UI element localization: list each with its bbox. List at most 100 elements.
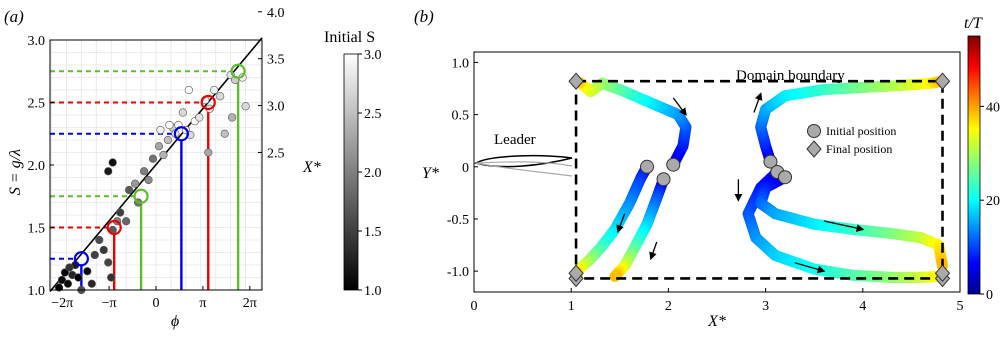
x-tick-label: 3 [762, 299, 769, 314]
scatter-point [66, 264, 74, 272]
y-tick-label: 2.0 [28, 159, 46, 174]
right-y-tick-label: 3.5 [267, 53, 285, 68]
scatter-point [95, 236, 103, 244]
panel-a-y-label: S = g/λ [7, 149, 24, 195]
y-tick-label: 1.0 [452, 56, 470, 71]
scatter-point [100, 246, 108, 254]
scatter-point [204, 149, 212, 157]
scatter-point [166, 121, 174, 129]
y-tick-label: -1.0 [447, 265, 469, 280]
x-tick-label: 5 [957, 299, 964, 314]
panel-b-colorbar-title: t/T [964, 15, 983, 32]
scatter-point [104, 167, 112, 175]
scatter-point [185, 86, 193, 94]
scatter-point [84, 267, 92, 275]
right-y-tick-label: 4.0 [267, 6, 285, 21]
panel-b-colorbar-ticks: 0 20 40 [980, 100, 1000, 303]
colorbar-tick-label: 40 [986, 100, 1000, 115]
legend-final-marker [807, 141, 821, 157]
panel-b-legend: Initial position Final position [807, 124, 896, 157]
scatter-point [195, 114, 203, 122]
colorbar-tick-label: 2.0 [364, 166, 382, 181]
leader-label: Leader [494, 132, 536, 148]
scatter-point [140, 167, 148, 175]
leader-airfoil [476, 156, 572, 176]
x-tick-label: π [199, 296, 206, 311]
scatter-point [122, 217, 130, 225]
initial-position-marker [667, 158, 680, 171]
panel-a-colorbar-ticks: 1.0 1.5 2.0 2.5 3.0 [358, 48, 382, 299]
x-tick-label: 2π [243, 296, 257, 311]
scatter-point [116, 209, 124, 217]
panel-b-trajectories [576, 81, 942, 278]
y-tick-label: 1.0 [28, 284, 46, 299]
scatter-point [64, 280, 72, 288]
scatter-point [149, 155, 157, 163]
legend-initial-label: Initial position [826, 124, 896, 138]
scatter-point [221, 130, 229, 138]
y-tick-label: 0.5 [452, 109, 470, 124]
x-tick-label: 2 [665, 299, 672, 314]
y-tick-label: 1.5 [28, 222, 46, 237]
scatter-point [242, 102, 250, 110]
scatter-point [125, 186, 133, 194]
scatter-point [157, 126, 165, 134]
scatter-point [210, 86, 218, 94]
x-tick-label: 1 [568, 299, 575, 314]
legend-final-label: Final position [826, 142, 892, 156]
x-tick-label: 0 [471, 299, 478, 314]
initial-position-marker [657, 173, 670, 186]
legend-initial-marker [808, 125, 821, 138]
panel-a-right-y-label: X* [302, 159, 321, 176]
scatter-point [164, 136, 172, 144]
scatter-point [216, 92, 224, 100]
colorbar-tick-label: 1.5 [364, 225, 382, 240]
panel-b-label: (b) [414, 7, 434, 26]
panel-a-colorbar-title: Initial S [324, 29, 375, 46]
x-tick-label: −2π [51, 296, 73, 311]
colorbar-tick-label: 2.5 [364, 107, 382, 122]
initial-position-marker [779, 171, 792, 184]
x-tick-label: 4 [859, 299, 866, 314]
panel-b-direction-arrows [618, 94, 863, 271]
right-y-tick-label: 3.0 [267, 100, 285, 115]
trajectory-segment [615, 275, 616, 276]
direction-arrow [754, 94, 761, 113]
scatter-point [75, 274, 83, 282]
panel-b-x-label: X* [707, 313, 726, 330]
domain-boundary-label: Domain boundary [736, 68, 845, 84]
scatter-point [228, 114, 236, 122]
scatter-point [91, 251, 99, 259]
scatter-point [160, 151, 168, 159]
panel-a-x-label: ϕ [171, 313, 179, 330]
x-tick-label: −π [102, 296, 117, 311]
panel-a-label: (a) [4, 7, 24, 26]
panel-a-colorbar [344, 54, 358, 290]
scatter-point [179, 109, 187, 117]
scatter-point [155, 142, 163, 150]
scatter-point [145, 176, 153, 184]
colorbar-tick-label: 3.0 [364, 48, 382, 63]
panel-b-colorbar [968, 36, 980, 294]
colorbar-tick-label: 1.0 [364, 284, 382, 299]
right-y-tick-label: 2.5 [267, 146, 285, 161]
x-tick-label: 0 [153, 296, 160, 311]
colorbar-tick-label: 0 [986, 288, 993, 303]
panel-b-chart: Leader Domain boundary Initial position … [422, 15, 1000, 330]
direction-arrow [651, 242, 657, 259]
scatter-point [107, 274, 115, 282]
y-tick-label: -0.5 [447, 213, 469, 228]
scatter-point [109, 159, 117, 167]
scatter-point [104, 259, 112, 267]
y-tick-label: 0 [462, 161, 469, 176]
panel-a-scatter-points [55, 71, 249, 294]
panel-b-y-label: Y* [422, 165, 439, 182]
scatter-point [131, 180, 139, 188]
initial-position-marker [641, 160, 654, 173]
scatter-point [88, 280, 96, 288]
y-tick-label: 3.0 [28, 34, 46, 49]
panel-b-y-ticks: -1.0 -0.5 0 0.5 1.0 [447, 56, 478, 280]
y-tick-label: 2.5 [28, 97, 46, 112]
